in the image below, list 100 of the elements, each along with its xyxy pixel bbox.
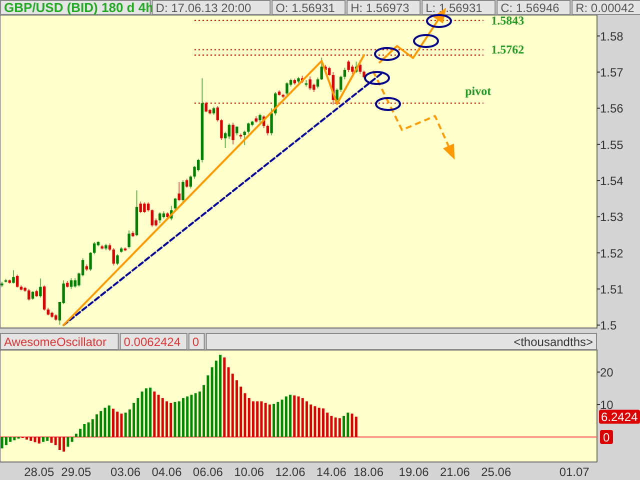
x-tick-label: 12.06: [275, 465, 306, 479]
bar: [289, 394, 292, 438]
y-tick-label: 1.51: [600, 282, 624, 296]
text: C: 1.56946: [500, 1, 560, 15]
bar: [186, 396, 189, 438]
bar: [4, 437, 8, 446]
bar: [174, 402, 176, 438]
x-tick-label: 28.05: [24, 465, 54, 479]
text: R: 0.00042: [576, 1, 635, 15]
bar: [42, 437, 44, 442]
ref-line-label: 0: [603, 430, 610, 445]
bar: [66, 437, 70, 447]
bar: [322, 408, 324, 438]
bar: [178, 401, 180, 438]
bar: [276, 402, 280, 438]
bar: [153, 392, 156, 438]
bar: [26, 437, 28, 440]
bar: [310, 404, 312, 438]
bar: [223, 357, 226, 438]
bar: [293, 395, 296, 438]
bar: [108, 406, 110, 438]
x-tick-label: 03.06: [110, 465, 141, 479]
bar: [194, 393, 197, 438]
text: 0.0062424: [124, 335, 181, 349]
bar: [83, 424, 86, 438]
bar: [318, 408, 320, 437]
bar: [248, 398, 250, 438]
text: 0: [192, 335, 200, 349]
bar: [272, 404, 276, 438]
bar: [161, 398, 164, 438]
bar: [350, 414, 354, 438]
bar: [342, 416, 346, 437]
bar: [140, 392, 144, 438]
text: H: 1.56973: [350, 1, 410, 15]
bar: [166, 401, 168, 438]
bar: [301, 398, 304, 438]
y-tick-label: 1.58: [600, 29, 624, 44]
bar: [87, 422, 90, 438]
x-tick-label: 01.07: [559, 465, 590, 479]
bar: [46, 437, 49, 441]
y-tick-label: 1.55: [600, 138, 624, 152]
bar: [170, 402, 172, 438]
bar: [124, 412, 127, 438]
x-tick-label: 14.06: [316, 465, 347, 479]
bar: [268, 404, 271, 438]
x-tick-label: 29.05: [61, 465, 92, 479]
bar: [252, 401, 254, 438]
bar: [190, 394, 193, 438]
ref-line-label: 1.5843: [491, 13, 524, 28]
bar: [0, 437, 4, 448]
bar: [62, 437, 66, 452]
text: <thousandths>: [514, 335, 593, 349]
bar: [96, 414, 98, 438]
bar: [260, 401, 263, 438]
bar: [314, 406, 316, 438]
annotation: 6.2424: [601, 410, 638, 424]
x-tick-label: 06.06: [192, 465, 224, 479]
bar: [149, 388, 152, 438]
bar: [50, 437, 53, 443]
bar: [330, 416, 333, 437]
bar: [306, 401, 308, 438]
text: D: 17.06.13 20:00: [156, 1, 252, 15]
bar: [58, 437, 61, 450]
y-tick-label: 10: [600, 398, 614, 412]
bar: [326, 412, 329, 438]
bar: [338, 418, 341, 438]
x-tick-label: 04.06: [152, 465, 182, 479]
x-tick-label: 18.06: [353, 465, 384, 479]
y-tick-label: 1.57: [600, 66, 624, 80]
text: O: 1.56931: [276, 1, 336, 15]
y-tick-label: 20: [600, 366, 614, 380]
text: L: 1.56931: [426, 1, 483, 15]
bar: [231, 374, 234, 438]
bar: [112, 408, 114, 438]
bar: [100, 411, 102, 438]
y-tick-label: 1.56: [600, 102, 624, 116]
y-tick-label: 1.5: [600, 318, 618, 333]
bar: [334, 418, 337, 438]
bar: [70, 437, 74, 442]
ref-line-label: pivot: [465, 84, 492, 98]
bar: [30, 437, 32, 441]
bar: [120, 414, 123, 438]
ref-line-label: 1.5762: [491, 42, 524, 57]
bar: [354, 416, 358, 438]
x-tick-label: 21.06: [440, 465, 470, 479]
bar: [256, 401, 259, 438]
x-tick-label: 10.06: [234, 465, 264, 479]
bar: [13, 437, 16, 440]
x-tick-label: 25.06: [481, 465, 512, 479]
bar: [219, 354, 222, 438]
bar: [346, 412, 350, 438]
y-tick-label: 1.54: [600, 174, 624, 188]
chart-title: AwesomeOscillator: [4, 335, 106, 349]
y-tick-label: 1.53: [600, 210, 624, 224]
y-tick-label: 1.52: [600, 246, 624, 260]
bar: [38, 437, 40, 444]
bar: [206, 375, 210, 438]
x-tick-label: 19.06: [398, 465, 430, 479]
bar: [9, 437, 12, 442]
bar: [284, 396, 288, 438]
